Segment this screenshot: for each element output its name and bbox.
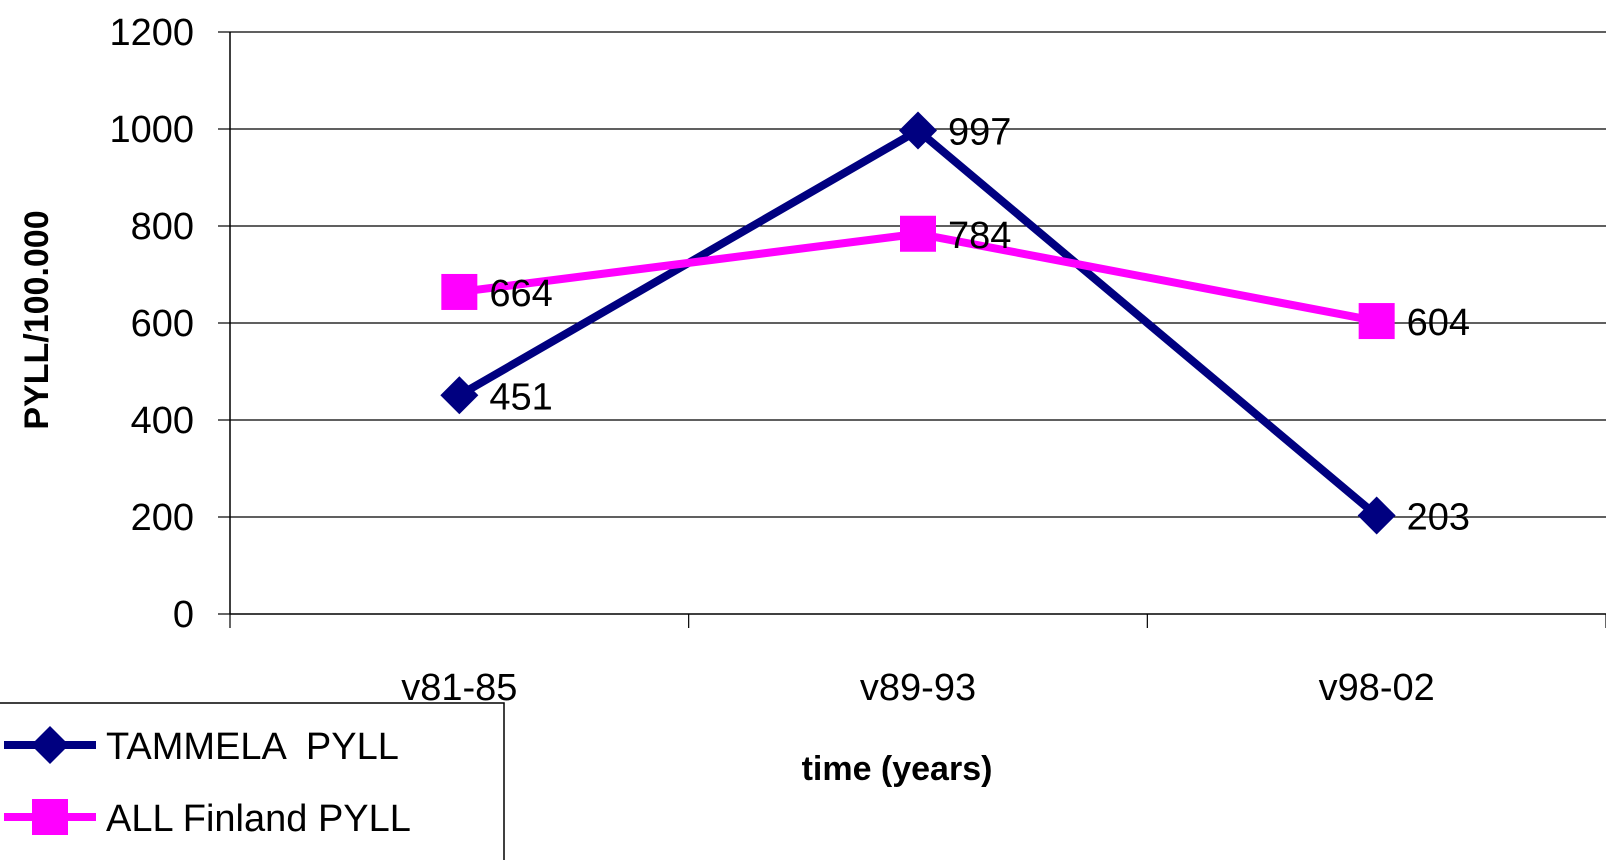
data-point-marker (900, 215, 936, 252)
y-tick-label: 1000 (109, 109, 194, 151)
y-axis-title: PYLL/100.000 (18, 210, 56, 429)
x-axis-ticks: v81-85 v89-93 v98-02 (229, 614, 1606, 709)
legend-swatch-marker (32, 799, 68, 835)
data-label: 784 (948, 215, 1011, 257)
gridlines (230, 31, 1606, 518)
y-tick-label: 0 (173, 594, 194, 636)
legend: TAMMELA PYLL ALL Finland PYLL (0, 702, 505, 860)
legend-box (0, 702, 505, 860)
y-tick-label: 200 (131, 497, 194, 539)
data-point-marker (1357, 496, 1396, 535)
legend-label: TAMMELA PYLL (106, 726, 399, 768)
x-tick-label: v98-02 (1319, 667, 1435, 709)
data-labels: 451 997 203 664 784 604 (489, 111, 1470, 538)
y-tick-label: 800 (131, 206, 194, 248)
data-point-marker (440, 376, 479, 415)
x-axis-title: time (years) (802, 750, 993, 788)
y-axis-ticks: 0 200 400 600 800 1000 1200 (109, 12, 230, 636)
y-tick-label: 400 (131, 400, 194, 442)
data-label: 604 (1407, 302, 1470, 344)
y-tick-label: 600 (131, 303, 194, 345)
x-tick-label: v89-93 (860, 667, 976, 709)
data-label: 451 (489, 376, 552, 418)
data-point-marker (899, 111, 937, 150)
legend-swatch-marker (31, 726, 69, 764)
series-markers (440, 111, 1396, 535)
data-point-marker (441, 273, 478, 310)
data-label: 203 (1407, 497, 1470, 539)
y-tick-label: 1200 (109, 12, 194, 54)
data-label: 664 (489, 273, 552, 315)
data-point-marker (1358, 303, 1395, 340)
legend-label: ALL Finland PYLL (106, 798, 411, 840)
data-label: 997 (948, 111, 1011, 153)
x-tick-label: v81-85 (401, 667, 517, 709)
